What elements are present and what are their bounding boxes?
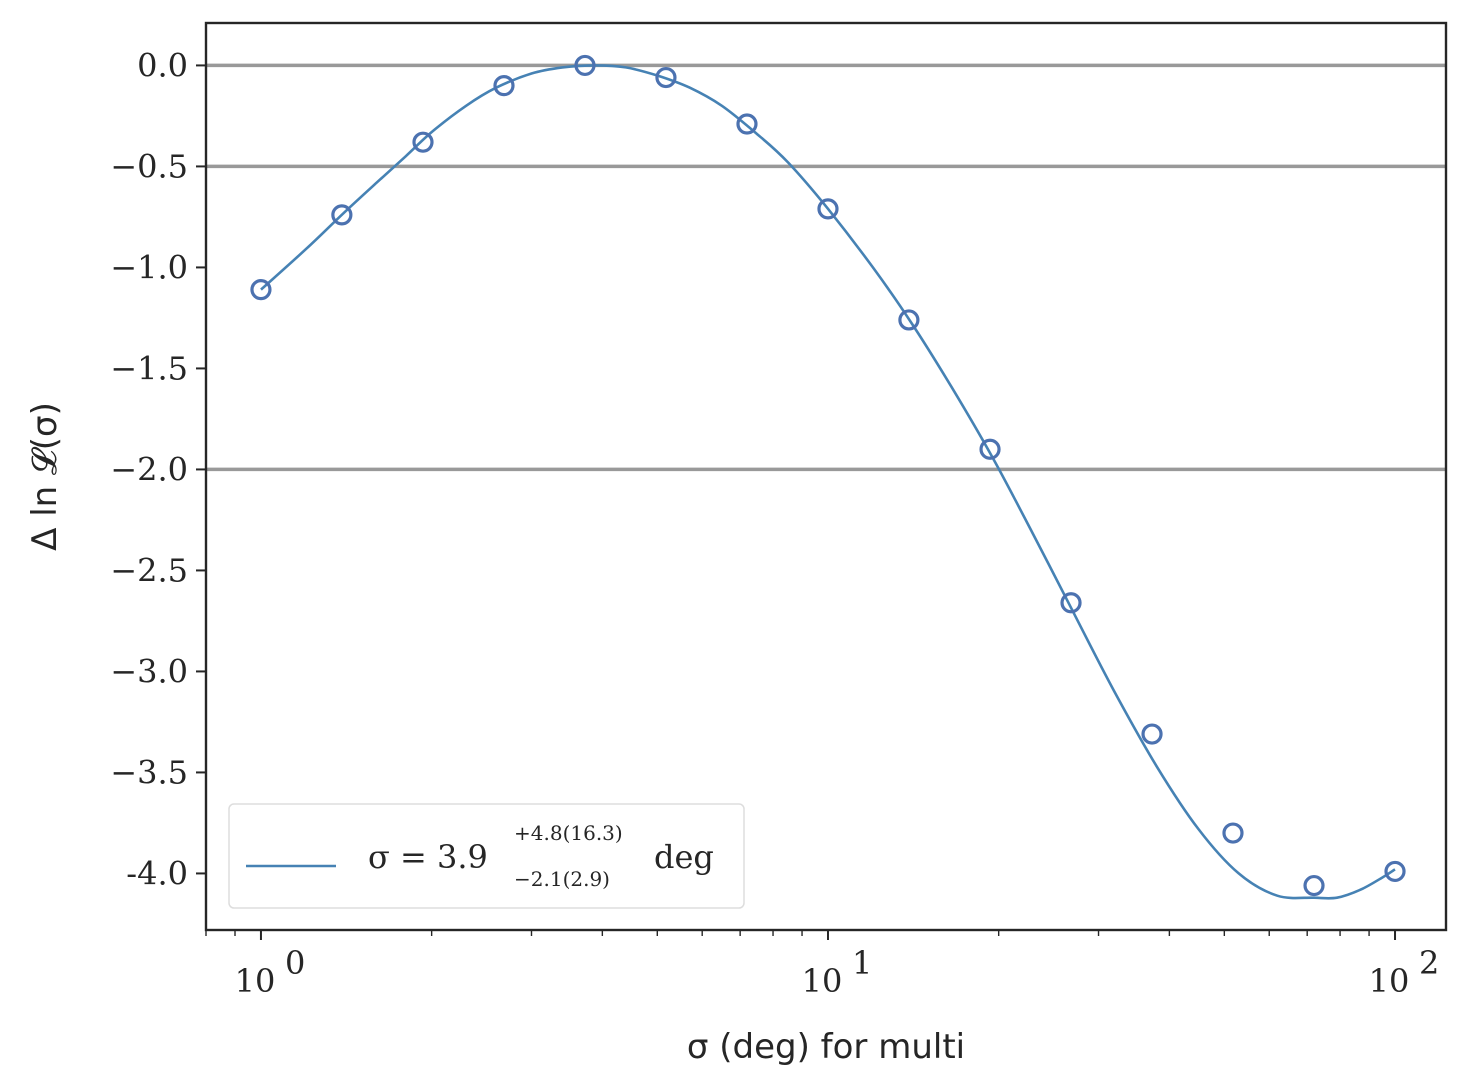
legend-label-sup: +4.8(16.3)	[514, 821, 623, 845]
data-point	[817, 198, 839, 220]
y-tick-label: −1.0	[110, 248, 188, 286]
data-point	[655, 66, 677, 89]
y-tick-label: −2.0	[110, 450, 188, 488]
legend-label-main: σ = 3.9	[368, 838, 488, 876]
data-point	[331, 204, 353, 226]
y-axis-label: Δ ln 𝓛(σ)	[25, 402, 65, 551]
data-markers	[250, 54, 1406, 897]
data-point	[1060, 592, 1082, 614]
y-tick-label: -4.0	[126, 854, 188, 892]
legend-label-unit: deg	[654, 838, 714, 876]
data-point	[1141, 723, 1163, 745]
fit-curve-line	[260, 64, 1396, 900]
data-point	[1303, 874, 1325, 897]
y-tick-label: −0.5	[110, 147, 188, 185]
x-tick-exponent: 0	[285, 944, 305, 982]
data-point	[898, 309, 920, 331]
x-tick-label: 10	[235, 962, 276, 1000]
legend-label-sub: −2.1(2.9)	[514, 867, 610, 891]
x-axis-ticks: 10 0 10 1 10 2	[205, 930, 1439, 1000]
y-axis-ticks: 0.0 −0.5 −1.0 −1.5 −2.0 −2.5 −3.0 −3.5 -4.0	[110, 46, 206, 892]
plot-frame	[204, 21, 1448, 932]
legend-box	[228, 803, 745, 909]
data-point	[493, 75, 515, 97]
y-tick-label: −3.5	[110, 753, 188, 791]
x-tick-exponent: 2	[1419, 944, 1439, 982]
y-tick-label: −3.0	[110, 652, 188, 690]
data-point	[1222, 822, 1244, 844]
legend: σ = 3.9 +4.8(16.3) −2.1(2.9) deg	[228, 803, 745, 909]
y-tick-label: −2.5	[110, 551, 188, 589]
data-point	[736, 113, 758, 135]
reference-lines	[206, 63, 1446, 472]
fit-curve-layer	[260, 64, 1396, 900]
x-tick-label: 10	[1369, 962, 1410, 1000]
data-point	[412, 131, 434, 153]
data-point	[1384, 860, 1406, 883]
data-point	[979, 438, 1001, 460]
x-tick-label: 10	[802, 962, 843, 1000]
data-point	[574, 54, 596, 77]
data-point	[250, 279, 272, 301]
x-tick-exponent: 1	[852, 944, 872, 982]
y-tick-label: 0.0	[137, 46, 188, 84]
y-tick-label: −1.5	[110, 349, 188, 387]
x-axis-label: σ (deg) for multi	[687, 1027, 965, 1067]
